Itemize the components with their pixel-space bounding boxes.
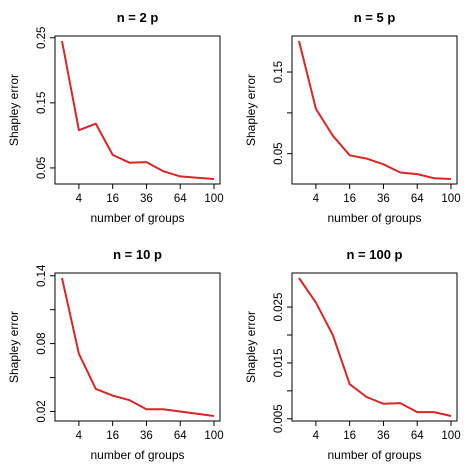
panel-title: n = 10 p — [113, 247, 162, 262]
y-tick-label: 0.05 — [36, 157, 48, 179]
y-tick-label: 0.15 — [273, 61, 285, 83]
data-point — [179, 410, 181, 412]
data-point — [129, 399, 131, 401]
data-point — [162, 170, 164, 172]
data-point — [213, 178, 215, 180]
data-point — [78, 353, 80, 355]
data-point — [433, 177, 435, 179]
x-tick-label: 64 — [411, 430, 424, 442]
x-tick-label: 64 — [411, 193, 424, 205]
y-tick-label: 0.02 — [36, 400, 48, 422]
x-axis-label: number of groups — [90, 211, 184, 225]
x-tick-label: 100 — [204, 430, 223, 442]
data-point — [129, 162, 131, 164]
x-tick-label: 4 — [313, 193, 320, 205]
plot-frame — [291, 272, 458, 422]
x-tick-label: 4 — [313, 430, 320, 442]
series-line — [298, 40, 452, 180]
x-tick-label: 16 — [106, 193, 119, 205]
data-point — [61, 40, 63, 42]
data-point — [145, 161, 147, 163]
data-point — [450, 415, 452, 417]
x-tick-label: 16 — [106, 430, 119, 442]
y-tick-label: 0.08 — [36, 332, 48, 354]
data-point — [332, 334, 334, 336]
x-tick-label: 100 — [441, 430, 460, 442]
panel-title: n = 5 p — [354, 10, 396, 25]
y-tick-label: 0.05 — [273, 142, 285, 164]
data-point — [196, 413, 198, 415]
data-point — [213, 415, 215, 417]
data-point — [95, 388, 97, 390]
x-tick-label: 36 — [377, 193, 390, 205]
x-axis-label: number of groups — [327, 211, 421, 225]
data-point — [332, 135, 334, 137]
data-point — [315, 302, 317, 304]
plot-frame — [54, 272, 221, 422]
data-point — [366, 396, 368, 398]
panel-title: n = 2 p — [117, 10, 159, 25]
x-axis-label: number of groups — [327, 448, 421, 462]
data-point — [162, 408, 164, 410]
y-tick-label: 0.25 — [36, 27, 48, 49]
x-axis-label: number of groups — [90, 448, 184, 462]
data-point — [112, 154, 114, 156]
data-point — [196, 177, 198, 179]
y-tick-label: 0.005 — [273, 404, 285, 433]
y-axis-label: Shapley error — [244, 74, 258, 146]
panel-title: n = 100 p — [347, 247, 403, 262]
data-point — [416, 411, 418, 413]
y-tick-label: 0.14 — [36, 264, 48, 287]
plot-frame — [291, 35, 458, 185]
data-point — [399, 402, 401, 404]
data-point — [382, 163, 384, 165]
x-tick-label: 4 — [76, 430, 83, 442]
x-tick-label: 64 — [174, 193, 187, 205]
data-point — [433, 411, 435, 413]
panel-2: n = 5 p 4 16 36 64 100 0.05 0.15 number of group… — [244, 10, 461, 225]
x-tick-label: 36 — [140, 430, 153, 442]
data-point — [298, 277, 300, 279]
y-tick-label: 0.15 — [36, 92, 48, 114]
x-tick-label: 16 — [343, 430, 356, 442]
data-point — [78, 129, 80, 131]
plot-frame — [54, 35, 221, 185]
y-axis-label: Shapley error — [244, 311, 258, 383]
x-tick-label: 4 — [76, 193, 83, 205]
data-point — [399, 171, 401, 173]
y-axis-label: Shapley error — [7, 74, 21, 146]
series-line — [61, 40, 215, 180]
data-point — [112, 395, 114, 397]
data-point — [61, 277, 63, 279]
x-tick-label: 64 — [174, 430, 187, 442]
data-point — [349, 383, 351, 385]
data-point — [315, 108, 317, 110]
y-axis-label: Shapley error — [7, 311, 21, 383]
x-tick-label: 100 — [204, 193, 223, 205]
x-tick-label: 16 — [343, 193, 356, 205]
data-point — [416, 173, 418, 175]
data-point — [450, 178, 452, 180]
data-point — [179, 175, 181, 177]
panel-4: n = 100 p 4 16 36 64 100 0.005 0.015 0.025 number… — [244, 247, 461, 462]
data-point — [349, 154, 351, 156]
x-tick-label: 100 — [441, 193, 460, 205]
data-point — [366, 158, 368, 160]
series-line — [61, 277, 215, 417]
series-line — [298, 277, 452, 417]
data-point — [95, 123, 97, 125]
panel-1: n = 2 p 4 16 36 64 100 0.05 0.15 0.25 number of g… — [7, 10, 224, 225]
y-tick-label: 0.025 — [273, 293, 285, 322]
x-tick-label: 36 — [140, 193, 153, 205]
panel-3: n = 10 p 4 16 36 64 100 0.02 0.08 0.14 number of … — [7, 247, 224, 462]
x-tick-label: 36 — [377, 430, 390, 442]
data-point — [145, 408, 147, 410]
y-tick-label: 0.015 — [273, 349, 285, 378]
data-point — [298, 40, 300, 42]
data-point — [382, 403, 384, 405]
